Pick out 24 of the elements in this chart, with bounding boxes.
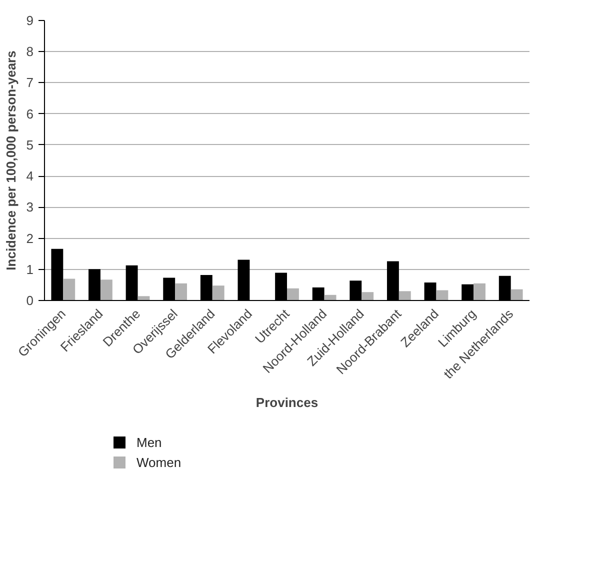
legend-label: Women <box>136 455 182 470</box>
y-tick-label: 5 <box>26 137 34 152</box>
y-tick-label: 4 <box>26 168 34 184</box>
bar <box>398 291 411 300</box>
y-tick-label: 0 <box>26 293 34 308</box>
y-tick-label: 8 <box>26 44 34 60</box>
y-axis-title: Incidence per 100,000 person-years <box>3 50 18 270</box>
bar <box>474 283 486 300</box>
y-tick-label: 1 <box>26 262 34 277</box>
y-tick-label: 2 <box>26 230 34 246</box>
bar <box>362 292 374 300</box>
bar <box>175 283 188 300</box>
bar <box>287 288 299 300</box>
legend-label: Men <box>136 435 162 450</box>
y-tick-label: 6 <box>26 106 34 122</box>
y-tick-label: 3 <box>26 200 34 215</box>
bar <box>63 278 76 300</box>
y-tick-label: 7 <box>26 75 34 90</box>
bar <box>510 289 523 300</box>
bar <box>436 290 448 300</box>
x-axis-title: Provinces <box>256 394 318 410</box>
y-tick-label: 9 <box>26 13 34 28</box>
bar <box>100 280 112 300</box>
bar <box>212 286 224 300</box>
